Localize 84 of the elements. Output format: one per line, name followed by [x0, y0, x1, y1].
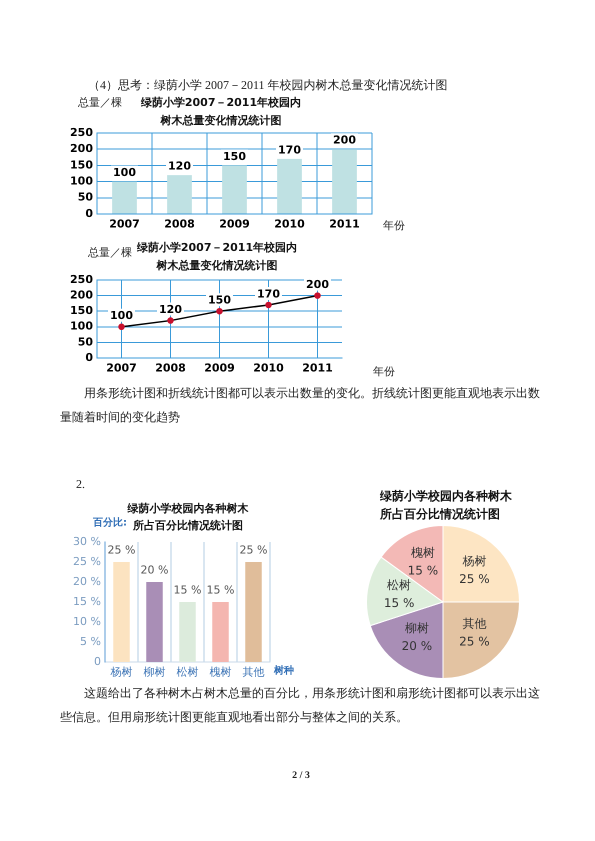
y-tick-label: 20 %: [73, 574, 101, 588]
x-tick-label: 2007: [109, 217, 140, 230]
text: （4）思考：绿荫小学 2007－2011 年校园内树木总量变化情况统计图: [88, 77, 449, 93]
x-tick-label: 2010: [274, 217, 306, 230]
bar: [332, 149, 357, 214]
bar: [245, 562, 262, 662]
y-tick-label: 0: [94, 654, 101, 668]
y-tick-label: 100: [70, 174, 94, 188]
x-tick-label: 2009: [204, 361, 235, 374]
y-tick-label: 200: [70, 288, 94, 302]
data-label: 170: [257, 287, 280, 300]
x-tick-label: 2008: [155, 361, 186, 374]
y-tick-label: 250: [70, 126, 94, 139]
x-tick-label: 2011: [329, 217, 360, 230]
text: 这题给出了各种树木占树木总量的百分比，用条形统计图和扇形统计图都可以表示出这些信息。但用扇形统计图更能直观地看出部分与整体之间的关系。: [60, 685, 541, 726]
y-tick-label: 250: [70, 272, 94, 286]
data-label: 15 %: [384, 596, 414, 610]
chart-title: 绿荫小学2007－2011年校园内树木总量变化情况统计图: [136, 240, 298, 274]
y-tick-label: 10 %: [73, 614, 101, 628]
x-tick-label: 松树: [176, 665, 198, 678]
data-label: 100: [113, 166, 136, 179]
y-axis-title: 总量／棵: [87, 246, 132, 259]
y-tick-label: 0: [85, 350, 94, 364]
x-tick-label: 杨树: [110, 665, 132, 678]
slice-label: 杨树: [461, 554, 486, 568]
bar: [113, 562, 130, 662]
y-tick-label: 15 %: [73, 594, 101, 608]
data-label: 15 %: [174, 583, 202, 596]
x-tick-label: 2008: [164, 217, 195, 230]
data-label: 20 %: [402, 639, 432, 654]
y-tick-label: 5 %: [80, 634, 101, 648]
x-tick-label: 2009: [219, 217, 250, 230]
bar: [112, 182, 137, 214]
y-axis-title: 总量／棵: [77, 96, 122, 109]
y-tick-label: 200: [70, 142, 94, 156]
y-tick-label: 100: [70, 320, 94, 333]
slice-label: 松树: [387, 578, 412, 592]
y-tick-label: 150: [70, 158, 94, 172]
y-tick-label: 50: [78, 335, 94, 348]
x-tick-label: 柳树: [144, 665, 166, 678]
slice-label: 柳树: [404, 621, 429, 636]
data-label: 25 %: [459, 634, 490, 648]
chart-title: 绿荫小学2007－2011年校园内树木总量变化情况统计图: [140, 95, 302, 129]
data-label: 15 %: [206, 583, 234, 596]
data-label: 15 %: [408, 564, 438, 578]
y-tick-label: 30 %: [73, 534, 101, 548]
data-label: 150: [223, 150, 246, 163]
x-tick-label: 2007: [106, 361, 137, 374]
bar: [212, 602, 229, 662]
chart-title: 绿荫小学校园内各种树木所占百分比情况统计图: [380, 488, 513, 523]
chart-title: 绿荫小学校园内各种树木所占百分比情况统计图: [128, 502, 248, 532]
text: 2.: [76, 476, 86, 492]
data-label: 120: [168, 159, 192, 172]
x-axis-title: 年份: [383, 218, 405, 232]
data-label: 25 %: [240, 543, 268, 556]
data-label: 25 %: [108, 543, 136, 556]
data-label: 150: [208, 294, 232, 307]
text: 用条形统计图和折线统计图都可以表示出数量的变化。折线统计图更能直观地表示出数量随着时间的变化趋势: [60, 385, 541, 426]
data-label: 200: [333, 134, 356, 147]
slice-label: 其他: [462, 616, 486, 630]
bar: [179, 602, 196, 662]
x-tick-label: 2011: [302, 361, 333, 374]
y-tick-label: 0: [85, 206, 94, 220]
data-label: 200: [306, 278, 330, 291]
x-axis-title: 年份: [373, 364, 395, 378]
data-label: 170: [278, 143, 302, 156]
slice-label: 槐树: [410, 546, 435, 560]
text: 2 / 3: [291, 769, 311, 783]
data-label: 120: [159, 302, 182, 316]
data-label: 20 %: [140, 563, 168, 576]
y-tick-label: 25 %: [73, 554, 101, 568]
y-axis-title: 百分比:: [92, 516, 127, 529]
x-tick-label: 2010: [253, 361, 284, 374]
y-tick-label: 50: [78, 190, 94, 204]
bar: [146, 582, 163, 662]
data-label: 100: [110, 309, 134, 322]
bar: [222, 165, 247, 214]
bar: [167, 175, 192, 214]
data-label: 25 %: [459, 572, 490, 586]
x-tick-label: 其他: [242, 665, 264, 678]
x-axis-title: 树种: [273, 664, 294, 677]
x-tick-label: 槐树: [210, 665, 232, 678]
bar: [277, 158, 302, 214]
y-tick-label: 150: [70, 304, 94, 318]
